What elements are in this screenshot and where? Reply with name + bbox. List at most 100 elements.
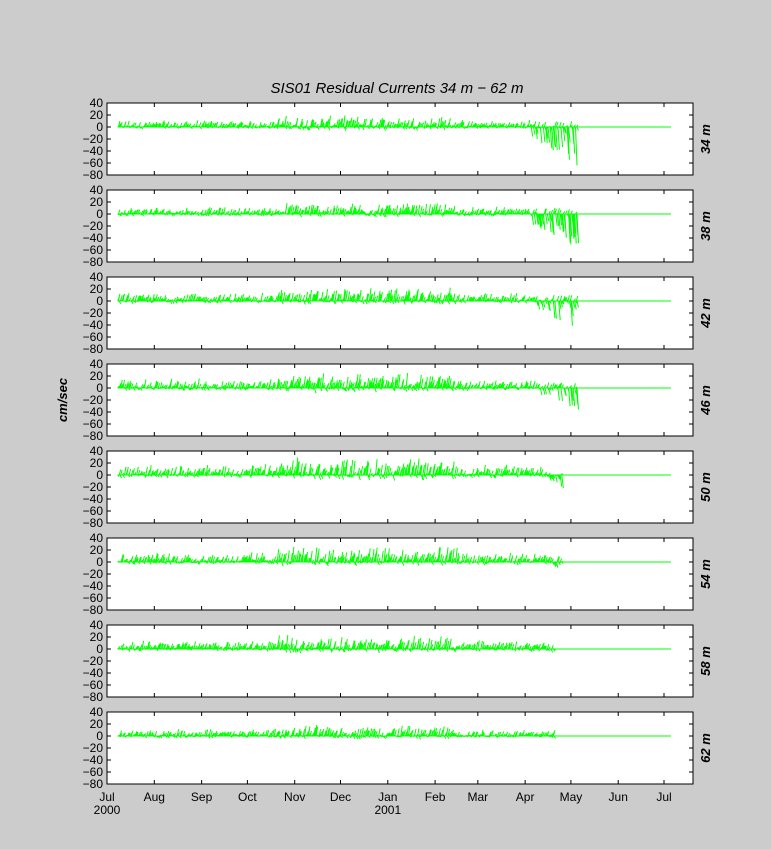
y-tick-label: 0: [96, 120, 103, 134]
plot-area: [106, 276, 694, 350]
depth-label: 42 m: [698, 298, 713, 329]
y-tick-label: 40: [90, 183, 104, 197]
y-tick-label: −60: [83, 765, 104, 779]
y-tick-label: 40: [90, 357, 104, 371]
x-tick-label: Oct: [238, 790, 257, 804]
y-tick-label: −40: [83, 231, 104, 245]
y-tick-label: 20: [90, 195, 104, 209]
depth-label: 38 m: [698, 211, 713, 241]
y-tick-label: −60: [83, 330, 104, 344]
y-tick-label: 40: [90, 531, 104, 545]
plot-area: [106, 624, 694, 698]
y-tick-label: 0: [96, 294, 103, 308]
y-tick-label: 20: [90, 630, 104, 644]
x-tick-label: Feb: [425, 790, 446, 804]
series-line: [117, 287, 579, 326]
y-tick-label: −80: [83, 342, 104, 356]
y-tick-label: 0: [96, 381, 103, 395]
x-tick-label: Jul: [656, 790, 671, 804]
y-tick-label: 0: [96, 555, 103, 569]
x-tick-label: Mar: [467, 790, 488, 804]
y-tick-label: −20: [83, 393, 104, 407]
y-tick-label: −20: [83, 654, 104, 668]
x-tick-label: Dec: [330, 790, 351, 804]
x-tick-label: May: [560, 790, 583, 804]
x-year-label: 2001: [374, 803, 401, 817]
depth-label: 50 m: [698, 472, 713, 502]
y-tick-label: 0: [96, 729, 103, 743]
y-tick-label: −80: [83, 516, 104, 530]
y-tick-label: 40: [90, 270, 104, 284]
series-line: [117, 457, 564, 489]
plot-area: [106, 711, 694, 785]
y-tick-label: −20: [83, 480, 104, 494]
plot-area: [106, 537, 694, 611]
y-tick-label: 0: [96, 207, 103, 221]
y-tick-label: 20: [90, 369, 104, 383]
y-tick-label: −40: [83, 144, 104, 158]
series-line: [117, 635, 556, 654]
x-tick-label: Apr: [516, 790, 535, 804]
y-tick-label: −20: [83, 219, 104, 233]
y-tick-label: −20: [83, 741, 104, 755]
y-tick-label: −40: [83, 753, 104, 767]
y-tick-label: −80: [83, 168, 104, 182]
y-tick-label: −80: [83, 777, 104, 791]
series-line: [117, 546, 564, 568]
x-tick-label: Sep: [191, 790, 213, 804]
y-tick-label: −40: [83, 405, 104, 419]
y-tick-label: 40: [90, 618, 104, 632]
y-tick-label: −20: [83, 567, 104, 581]
y-tick-label: 0: [96, 468, 103, 482]
y-tick-label: −60: [83, 504, 104, 518]
depth-label: 54 m: [698, 559, 713, 589]
y-tick-label: −20: [83, 132, 104, 146]
y-tick-label: 40: [90, 444, 104, 458]
y-tick-label: 20: [90, 282, 104, 296]
x-tick-label: Nov: [284, 790, 305, 804]
y-tick-label: −40: [83, 579, 104, 593]
depth-label: 34 m: [698, 124, 713, 154]
y-tick-label: −60: [83, 156, 104, 170]
y-tick-label: −80: [83, 255, 104, 269]
y-tick-label: −40: [83, 318, 104, 332]
depth-label: 46 m: [698, 385, 713, 416]
series-line: [117, 724, 557, 740]
y-tick-label: −40: [83, 492, 104, 506]
y-tick-label: 20: [90, 717, 104, 731]
chart-title: SIS01 Residual Currents 34 m − 62 m: [270, 80, 523, 97]
plot-area: [106, 189, 694, 263]
y-tick-label: −60: [83, 678, 104, 692]
y-tick-label: 0: [96, 642, 103, 656]
series-line: [117, 203, 579, 245]
y-tick-label: −60: [83, 591, 104, 605]
y-tick-label: −60: [83, 243, 104, 257]
y-tick-label: 40: [90, 705, 104, 719]
x-tick-label: Jun: [609, 790, 628, 804]
plot-area: [106, 102, 694, 176]
depth-label: 58 m: [698, 646, 713, 676]
y-tick-label: −80: [83, 690, 104, 704]
depth-label: 62 m: [698, 733, 713, 763]
x-tick-label: Jan: [378, 790, 397, 804]
y-tick-label: 20: [90, 108, 104, 122]
x-tick-label: Jul: [99, 790, 114, 804]
y-tick-label: −40: [83, 666, 104, 680]
series-line: [117, 115, 579, 166]
y-tick-label: −60: [83, 417, 104, 431]
x-tick-label: Aug: [144, 790, 165, 804]
y-tick-label: −80: [83, 603, 104, 617]
y-tick-label: 40: [90, 96, 104, 110]
y-tick-label: −20: [83, 306, 104, 320]
